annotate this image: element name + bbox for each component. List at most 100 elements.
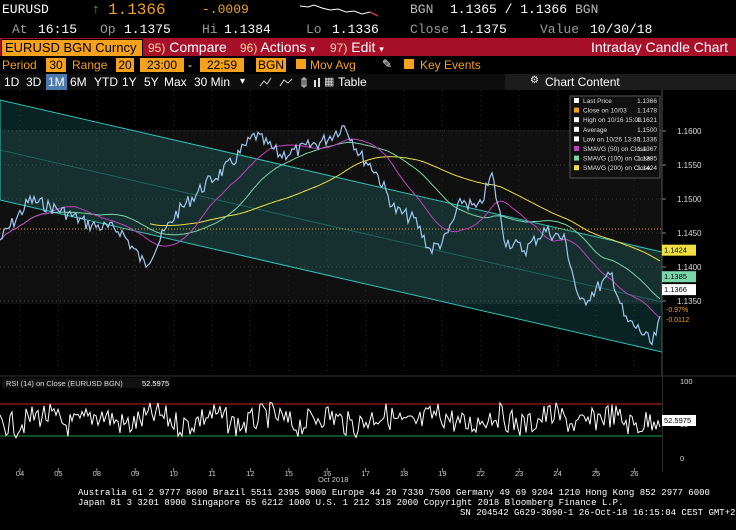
x-tick-label: 19 — [438, 469, 446, 478]
x-axis-month: Oct 2018 — [318, 475, 348, 484]
price-tag-text: 1.1366 — [664, 285, 687, 294]
x-tick-label: 08 — [93, 469, 101, 478]
price-tags: 1.1424 1.1385 1.1366 — [662, 244, 696, 296]
low-price: 1.1336 — [332, 22, 379, 37]
x-axis: 04 05 08 09 10 11 12 15 16 17 18 19 22 23 24 25 26 — [16, 468, 639, 478]
mov-avg-checkbox[interactable] — [296, 59, 306, 69]
x-tick-label: 04 — [16, 469, 24, 478]
up-arrow-icon: ↑ — [92, 2, 100, 17]
actions-button[interactable]: 96) Actions ▾ — [240, 39, 315, 55]
rsi-tick-label: 0 — [680, 454, 684, 463]
sparkline — [300, 4, 379, 17]
footer: Australia 61 2 9777 8600 Brazil 5511 239… — [0, 486, 736, 530]
sma200-line — [149, 156, 661, 262]
legend-value: 1.1621 — [637, 117, 657, 124]
footer-line-3: SN 204542 G629-3090-1 26-Oct-18 16:15:04… — [460, 508, 736, 518]
table-button[interactable]: Table — [338, 75, 367, 89]
x-tick-label: 05 — [54, 469, 62, 478]
range-label: Range — [72, 58, 108, 72]
range-separator: - — [188, 58, 192, 72]
price-tag — [662, 271, 696, 283]
dropdown-icon[interactable]: ▾ — [240, 76, 246, 87]
price-tag — [662, 244, 696, 256]
price-chart[interactable]: Last Price 1.1366 Close on 10/03 1.1478 High… — [0, 90, 736, 486]
price-tag-text: 1.1385 — [664, 272, 687, 281]
area-chart-icon — [279, 78, 293, 87]
table-icon[interactable]: ▦ — [324, 76, 335, 88]
legend-value: 1.1478 — [637, 108, 657, 115]
rsi-label: RSI (14) on Close (EURUSD BGN) — [6, 379, 123, 388]
open-label: Op — [100, 22, 116, 37]
legend-value: 1.1424 — [637, 165, 657, 172]
source-label: BGN — [410, 2, 434, 17]
symbol: EURUSD — [2, 2, 49, 17]
price-tag — [662, 284, 696, 296]
chart-content-label: Chart Content — [545, 75, 620, 89]
period-max[interactable]: Max — [164, 75, 187, 89]
period-input[interactable]: 30 — [46, 58, 66, 72]
period-1d[interactable]: 1D — [4, 75, 20, 89]
gear-icon[interactable]: ⚙ — [530, 75, 539, 86]
close-price: 1.1375 — [460, 22, 507, 37]
source-input[interactable]: BGN — [256, 58, 286, 72]
legend-panel — [569, 95, 661, 179]
title-bar — [0, 38, 736, 56]
legend-label: Low on 10/26 13:30 — [583, 136, 640, 143]
ticker-field[interactable]: EURUSD BGN Curncy — [1, 39, 143, 57]
x-tick-label: 10 — [169, 469, 177, 478]
range-end-input[interactable]: 22:59 — [200, 58, 244, 72]
dropdown-icon: ▾ — [379, 44, 384, 54]
legend-value: 1.1367 — [637, 146, 657, 153]
close-label: Close — [410, 22, 450, 37]
last-price: 1.1366 — [108, 1, 166, 19]
period-3d[interactable]: 3D — [26, 75, 42, 89]
bid-ask: 1.1365 / 1.1366 — [450, 2, 568, 17]
rsi-panel — [0, 376, 662, 472]
x-tick-label: 24 — [553, 469, 561, 478]
low-label: Lo — [306, 22, 322, 37]
legend-swatch — [574, 98, 579, 103]
footer-line-2: Japan 81 3 3201 8900 Singapore 65 6212 1… — [78, 498, 624, 508]
price-tick-label: 1.1600 — [677, 127, 702, 136]
legend-label: Last Price — [583, 98, 612, 105]
at-label: At — [12, 22, 28, 37]
price-tick-label: 1.1350 — [677, 297, 702, 306]
value-date: 10/30/18 — [590, 22, 653, 37]
channel-midline — [0, 149, 662, 303]
key-events-checkbox[interactable] — [404, 59, 414, 69]
chart-grid — [0, 90, 662, 372]
chart-content-header[interactable] — [505, 74, 736, 90]
x-tick-label: 15 — [285, 469, 293, 478]
period-1y[interactable]: 1Y — [122, 75, 137, 89]
interval-select[interactable]: 30 Min — [194, 75, 231, 89]
change-percent: -0.97% — [666, 307, 688, 314]
footer-line-1: Australia 61 2 9777 8600 Brazil 5511 239… — [78, 488, 710, 498]
chart-title: Intraday Candle Chart — [591, 39, 728, 55]
range-input[interactable]: 20 — [116, 58, 134, 72]
period-ytd[interactable]: YTD — [94, 75, 118, 89]
legend-value: 1.1500 — [637, 127, 657, 134]
dropdown-icon: ▾ — [310, 44, 315, 54]
x-tick-label: 09 — [131, 469, 139, 478]
legend-label: Average — [583, 127, 607, 134]
price-line — [0, 125, 661, 346]
legend-label: SMAVG (200) on Close — [583, 165, 651, 172]
legend-swatch — [574, 136, 579, 142]
period-6m[interactable]: 6M — [70, 75, 87, 89]
legend-value: 1.1336 — [637, 136, 657, 143]
x-tick-label: 12 — [246, 469, 254, 478]
x-tick-label: 22 — [477, 469, 485, 478]
range-start-input[interactable]: 23:00 — [140, 58, 184, 72]
period-5y[interactable]: 5Y — [144, 75, 159, 89]
rsi-line — [0, 401, 661, 439]
compare-button[interactable]: 95) Compare — [148, 39, 227, 55]
legend-swatch — [574, 146, 579, 151]
legend-value: 1.1385 — [637, 156, 657, 163]
legend-swatch — [574, 117, 579, 123]
period-1m[interactable]: 1M — [46, 74, 67, 90]
price-tick-label: 1.1450 — [677, 229, 702, 238]
edit-button[interactable]: 97) Edit ▾ — [330, 39, 384, 55]
plot-band — [0, 130, 662, 304]
pencil-icon[interactable]: ✎ — [382, 57, 393, 71]
open-price: 1.1375 — [124, 22, 171, 37]
